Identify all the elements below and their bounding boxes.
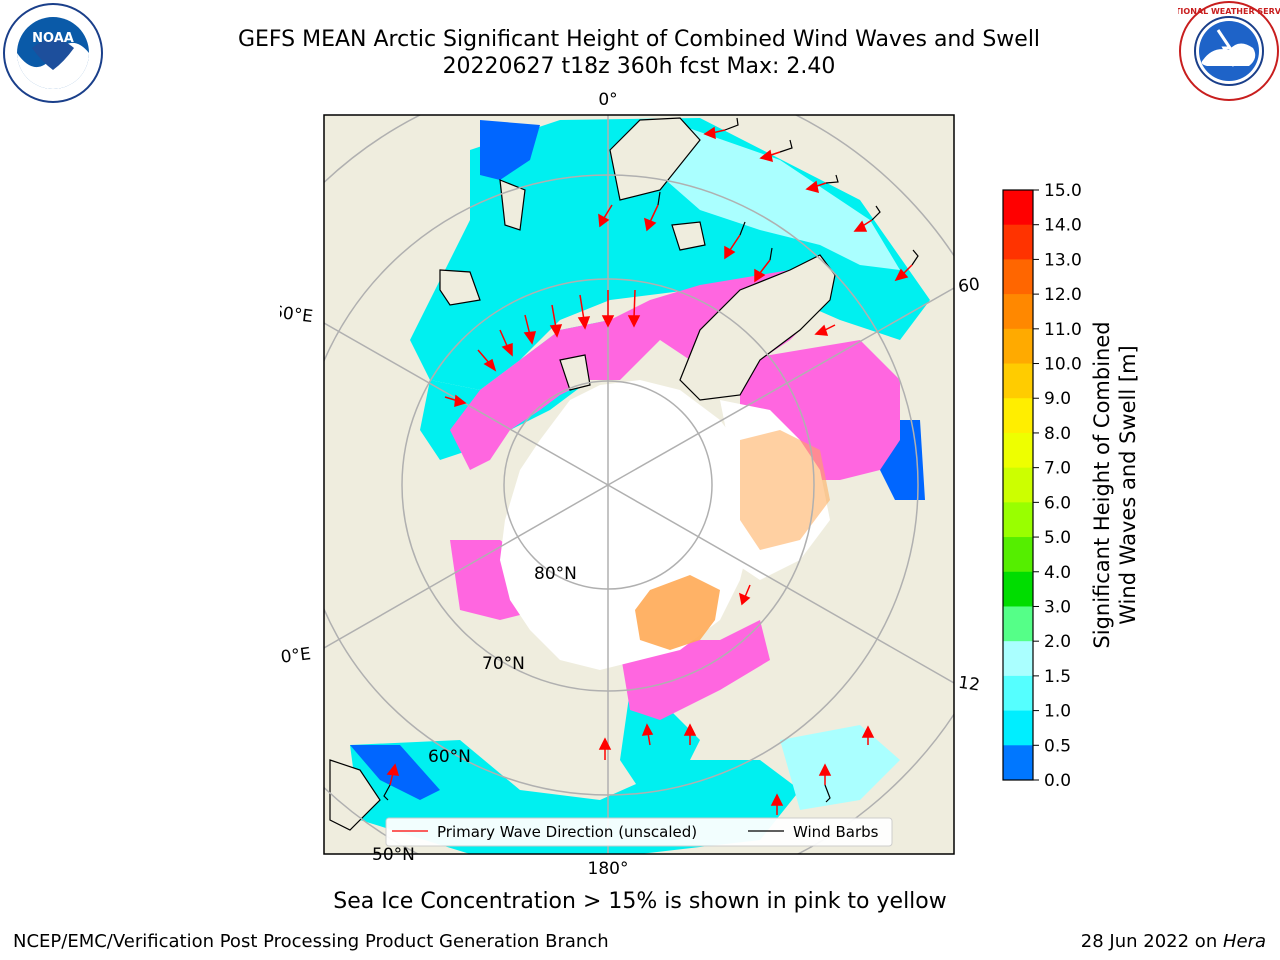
colorbar-swatch bbox=[1003, 571, 1033, 607]
arctic-map: Primary Wave Direction (unscaled) Wind B… bbox=[280, 90, 980, 875]
colorbar-label-line1: Significant Height of Combined bbox=[1090, 321, 1114, 649]
colorbar-tick-label: 0.5 bbox=[1044, 736, 1071, 756]
colorbar-swatch bbox=[1003, 363, 1033, 399]
colorbar-tick-label: 0.0 bbox=[1044, 771, 1071, 790]
colorbar-tick-label: 11.0 bbox=[1044, 320, 1082, 340]
colorbar-swatch bbox=[1003, 467, 1033, 503]
colorbar-swatch bbox=[1003, 606, 1033, 642]
colorbar-tick-label: 14.0 bbox=[1044, 216, 1082, 236]
footer-branch: NCEP/EMC/Verification Post Processing Pr… bbox=[13, 931, 609, 952]
landmasses bbox=[329, 117, 836, 831]
label-lon-120e: 120°E bbox=[280, 644, 312, 670]
colorbar-tick-label: 6.0 bbox=[1044, 493, 1071, 513]
colorbar-swatch bbox=[1003, 432, 1033, 469]
legend-barb-label: Wind Barbs bbox=[793, 823, 879, 841]
svg-text:NOAA: NOAA bbox=[32, 31, 74, 46]
colorbar-tick-label: 7.0 bbox=[1044, 459, 1071, 479]
colorbar-ticks: 15.0 14.0 13.0 12.0 11.0 10.0 9.0 8.0 7.0 6.0 5.0 4… bbox=[1033, 181, 1082, 790]
label-lat-50: 50°N bbox=[372, 845, 415, 865]
map-frame bbox=[323, 114, 955, 855]
label-lon-120w: 120°W bbox=[957, 673, 980, 701]
colorbar-swatch bbox=[1003, 259, 1033, 295]
label-lon-60e: 60°E bbox=[280, 302, 314, 327]
footer-machine: Hera bbox=[1222, 931, 1266, 952]
colorbar-swatch bbox=[1003, 710, 1033, 746]
colorbar-frame bbox=[1002, 189, 1034, 781]
colorbar-tick-label: 13.0 bbox=[1044, 250, 1082, 270]
colorbar-swatch bbox=[1003, 224, 1033, 260]
colorbar: 15.0 14.0 13.0 12.0 11.0 10.0 9.0 8.0 7.0 6.0 5.0 4… bbox=[1002, 181, 1082, 790]
colorbar-swatch bbox=[1003, 190, 1033, 226]
footer-date-text: 28 Jun 2022 on bbox=[1080, 931, 1223, 952]
figure-title: GEFS MEAN Arctic Significant Height of C… bbox=[237, 27, 1041, 52]
wind-barbs bbox=[383, 117, 919, 803]
colorbar-swatch bbox=[1003, 675, 1033, 712]
colorbar-label-line2: Wind Waves and Swell [m] bbox=[1116, 345, 1140, 625]
colorbar-tick-label: 5.0 bbox=[1044, 528, 1071, 548]
colorbar-swatch bbox=[1003, 328, 1033, 365]
map-legend: Primary Wave Direction (unscaled) Wind B… bbox=[385, 817, 893, 847]
label-lon-180: 180° bbox=[588, 859, 629, 875]
colorbar-tick-label: 4.0 bbox=[1044, 563, 1071, 583]
colorbar-swatches bbox=[1003, 190, 1033, 781]
colorbar-tick-label: 3.0 bbox=[1044, 597, 1071, 617]
sea-ice-note: Sea Ice Concentration > 15% is shown in … bbox=[333, 889, 947, 914]
colorbar-tick-label: 8.0 bbox=[1044, 424, 1071, 444]
footer-date: 28 Jun 2022 on Hera bbox=[1081, 931, 1266, 952]
label-lat-70: 70°N bbox=[482, 654, 525, 674]
colorbar-tick-label: 12.0 bbox=[1044, 285, 1082, 305]
colorbar-swatch bbox=[1003, 641, 1033, 677]
graticule bbox=[324, 115, 954, 854]
colorbar-swatch bbox=[1003, 537, 1033, 573]
colorbar-swatch bbox=[1003, 502, 1033, 538]
wave-direction-arrows bbox=[386, 126, 913, 815]
colorbar-swatch bbox=[1003, 398, 1033, 434]
label-lon-0: 0° bbox=[598, 90, 617, 110]
svg-text:NATIONAL WEATHER SERVICE: NATIONAL WEATHER SERVICE bbox=[1178, 7, 1280, 16]
colorbar-tick-label: 1.5 bbox=[1044, 667, 1071, 687]
colorbar-tick-label: 15.0 bbox=[1044, 181, 1082, 201]
label-lat-60: 60°N bbox=[428, 747, 471, 767]
colorbar-swatch bbox=[1003, 294, 1033, 330]
colorbar-tick-label: 10.0 bbox=[1044, 355, 1082, 375]
ice-orange-patch bbox=[635, 575, 720, 650]
colorbar-tick-label: 2.0 bbox=[1044, 632, 1071, 652]
colorbar-swatch bbox=[1003, 745, 1033, 781]
colorbar-tick-label: 1.0 bbox=[1044, 702, 1071, 722]
label-lat-80: 80°N bbox=[534, 564, 577, 584]
legend-wave-label: Primary Wave Direction (unscaled) bbox=[437, 823, 697, 841]
figure-subtitle: 20220627 t18z 360h fcst Max: 2.40 bbox=[442, 54, 836, 79]
colorbar-tick-label: 9.0 bbox=[1044, 389, 1071, 409]
noaa-logo-icon: NOAA bbox=[3, 3, 103, 103]
national-weather-service-logo-icon: NATIONAL WEATHER SERVICE bbox=[1178, 1, 1280, 101]
label-lon-60w: 60°W bbox=[957, 271, 980, 297]
